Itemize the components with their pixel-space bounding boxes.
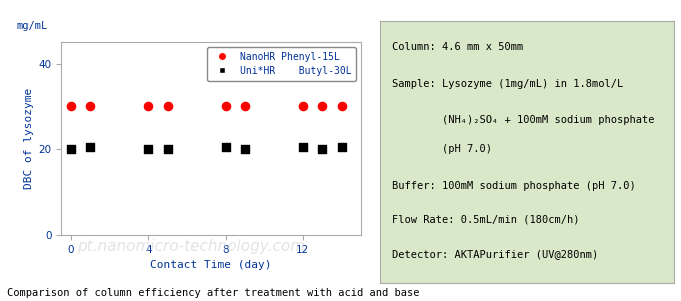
Point <box>65 147 76 152</box>
Point <box>240 147 251 152</box>
Point <box>143 147 154 152</box>
Text: Buffer: 100mM sodium phosphate (pH 7.0): Buffer: 100mM sodium phosphate (pH 7.0) <box>392 181 635 191</box>
Legend: NanoHR Phenyl-15L, Uni*HR    Butyl-30L: NanoHR Phenyl-15L, Uni*HR Butyl-30L <box>208 47 356 81</box>
Point <box>162 104 173 109</box>
Point <box>336 144 347 149</box>
Text: Detector: AKTAPurifier (UV@280nm): Detector: AKTAPurifier (UV@280nm) <box>392 249 598 259</box>
Point <box>317 104 328 109</box>
Point <box>220 144 231 149</box>
Point <box>65 104 76 109</box>
Point <box>220 104 231 109</box>
Text: Column: 4.6 mm x 50mm: Column: 4.6 mm x 50mm <box>392 42 523 52</box>
Point <box>298 144 308 149</box>
Point <box>85 104 96 109</box>
Point <box>317 147 328 152</box>
Point <box>143 104 154 109</box>
Text: pt.nanomicro-technology.com: pt.nanomicro-technology.com <box>77 239 304 254</box>
Point <box>336 104 347 109</box>
Y-axis label: DBC of lysozyme: DBC of lysozyme <box>25 88 34 189</box>
Text: (pH 7.0): (pH 7.0) <box>392 144 492 154</box>
Point <box>162 147 173 152</box>
Text: Flow Rate: 0.5mL/min (180cm/h): Flow Rate: 0.5mL/min (180cm/h) <box>392 215 580 225</box>
Point <box>240 104 251 109</box>
Text: mg/mL: mg/mL <box>16 21 48 31</box>
Text: Sample: Lysozyme (1mg/mL) in 1.8mol/L: Sample: Lysozyme (1mg/mL) in 1.8mol/L <box>392 79 623 89</box>
Text: (NH₄)₂SO₄ + 100mM sodium phosphate: (NH₄)₂SO₄ + 100mM sodium phosphate <box>392 115 654 125</box>
X-axis label: Contact Time (day): Contact Time (day) <box>151 260 272 270</box>
Point <box>298 104 308 109</box>
Point <box>85 144 96 149</box>
Text: Comparison of column efficiency after treatment with acid and base: Comparison of column efficiency after tr… <box>7 288 419 298</box>
